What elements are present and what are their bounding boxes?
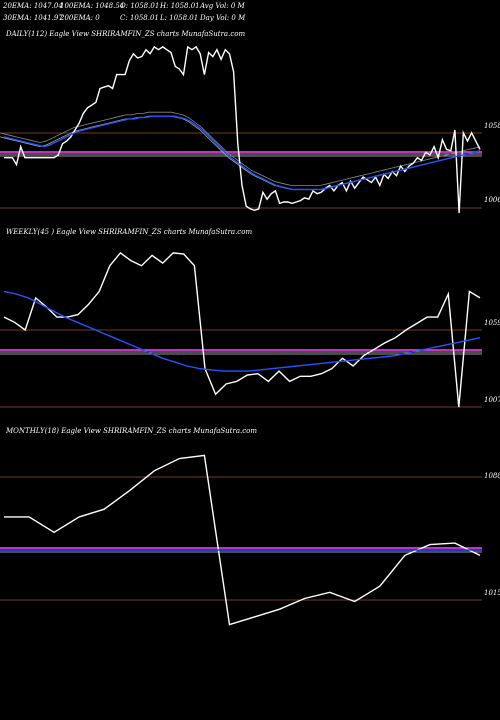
daily-chart-title: DAILY(112) Eagle View SHRIRAMFIN_ZS char…	[6, 30, 246, 38]
header-open: O: 1058.01	[120, 2, 160, 10]
header-close: C: 1058.01	[120, 14, 159, 22]
series-line-1-1	[3, 290, 481, 372]
header-ema20: 20EMA: 1047.04	[3, 2, 63, 10]
ytick-label-0-1: 1006	[484, 196, 500, 204]
series-line-2-0	[4, 454, 481, 626]
ytick-label-0-0: 1058	[484, 122, 500, 130]
header-avg-vol: Avg Vol: 0 M	[200, 2, 245, 10]
header-ema200: 200EMA: 0	[60, 14, 100, 22]
series-line-0-0	[4, 45, 481, 214]
series-line-1-0	[3, 251, 481, 408]
ytick-label-1-0: 1059	[484, 319, 500, 327]
header-ema100: 100EMA: 1048.54	[60, 2, 125, 10]
header-high: H: 1058.01	[160, 2, 200, 10]
ytick-label-1-1: 1007	[484, 396, 500, 404]
ytick-label-2-1: 1015	[484, 589, 500, 597]
ema-grey-1	[0, 111, 481, 186]
header-low: L: 1058.01	[160, 14, 199, 22]
weekly-chart-title: WEEKLY(45 ) Eagle View SHRIRAMFIN_ZS cha…	[6, 228, 253, 236]
monthly-chart-title: MONTHLY(18) Eagle View SHRIRAMFIN_ZS cha…	[6, 427, 258, 435]
ytick-label-2-0: 1088	[484, 472, 500, 480]
header-ema30: 30EMA: 1041.97	[3, 14, 63, 22]
header-day-vol: Day Vol: 0 M	[200, 14, 246, 22]
series-line-0-1	[3, 115, 481, 191]
ema-grey-0	[0, 115, 481, 190]
